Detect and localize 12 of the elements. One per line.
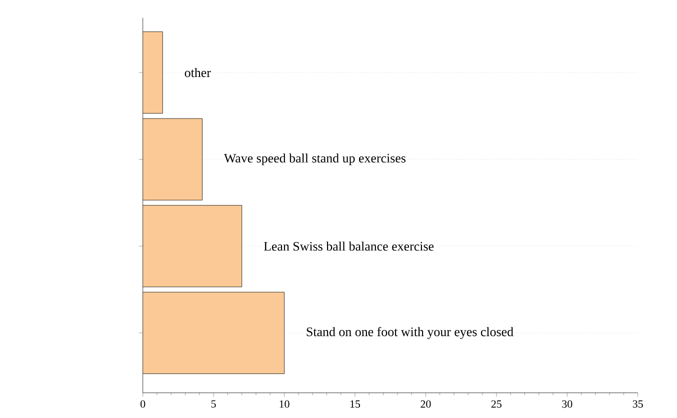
x-tick-label: 5 bbox=[211, 400, 216, 408]
x-tick-label: 25 bbox=[491, 400, 502, 408]
x-tick-label: 0 bbox=[140, 400, 146, 408]
x-tick-label: 10 bbox=[280, 400, 290, 408]
x-tick-label: 30 bbox=[562, 400, 572, 408]
y-tick-label: other bbox=[184, 68, 211, 78]
y-tick-label: Wave speed ball stand up exercises bbox=[224, 153, 406, 166]
x-tick-label: 20 bbox=[420, 400, 431, 408]
y-tick-label: Stand on one foot with your eyes closed bbox=[306, 326, 514, 339]
y-tick-label: Lean Swiss ball balance exercise bbox=[264, 242, 434, 251]
x-tick-label: 15 bbox=[350, 400, 360, 408]
x-tick-label: 35 bbox=[632, 400, 643, 408]
